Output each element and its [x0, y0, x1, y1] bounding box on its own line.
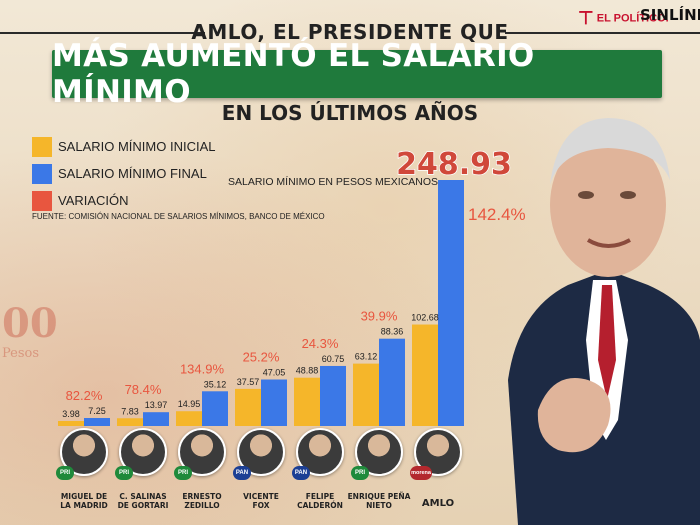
label-inicial: 7.83	[121, 406, 139, 416]
bar-final	[143, 412, 169, 426]
label-variation: 82.2%	[66, 388, 103, 403]
bar-inicial	[294, 377, 320, 426]
chart-subtitle: SALARIO MÍNIMO EN PESOS MEXICANOS	[228, 176, 439, 188]
legend-swatch	[32, 163, 52, 184]
header-rule-left	[0, 32, 205, 34]
label-variation: 78.4%	[125, 382, 162, 397]
chart-legend: SALARIO MÍNIMO INICIAL SALARIO MÍNIMO FI…	[32, 133, 215, 214]
president-name: AMLO	[406, 498, 470, 509]
legend-swatch	[32, 136, 52, 157]
president-name-line-2: NIETO	[366, 501, 392, 510]
label-final: 248.93	[396, 147, 512, 182]
label-variation: 142.4%	[468, 205, 526, 224]
title-line-3: EN LOS ÚLTIMOS AÑOS	[221, 101, 479, 125]
label-inicial: 14.95	[178, 399, 201, 409]
label-final: 88.36	[381, 327, 404, 337]
bar-inicial	[176, 411, 202, 426]
label-final: 7.25	[88, 406, 106, 416]
bar-inicial	[412, 324, 438, 426]
president-name: MIGUEL DE LA MADRID	[52, 492, 116, 510]
label-variation: 25.2%	[243, 350, 280, 365]
label-final: 60.75	[322, 354, 345, 364]
label-inicial: 63.12	[355, 352, 378, 362]
header-rule-right	[505, 32, 700, 34]
elpolitico-mark-icon: ⊤	[578, 8, 594, 28]
legend-item-inicial: SALARIO MÍNIMO INICIAL	[32, 133, 215, 160]
president-name-line-1: MIGUEL DE	[60, 492, 108, 501]
legend-label: VARIACIÓN	[58, 193, 129, 208]
title-line-1: AMLO, EL PRESIDENTE QUE	[191, 20, 509, 44]
bar-inicial	[235, 388, 261, 426]
label-variation: 134.9%	[180, 361, 225, 376]
bar-final	[379, 338, 405, 426]
legend-item-final: SALARIO MÍNIMO FINAL	[32, 160, 215, 187]
president-name: C. SALINAS DE GORTARI	[111, 492, 175, 510]
background-bill-unit: Pesos	[2, 346, 40, 361]
legend-swatch	[32, 190, 52, 211]
president-name-line-2: FOX	[252, 501, 270, 510]
legend-label: SALARIO MÍNIMO INICIAL	[58, 139, 216, 154]
president-name-line-1: C. SALINAS	[119, 492, 167, 501]
label-final: 35.12	[204, 379, 227, 389]
president-name-line-1: ENRIQUE PEÑA	[347, 492, 411, 501]
bar-final	[320, 365, 346, 426]
party-badge: PRI	[174, 466, 192, 480]
label-inicial: 37.57	[237, 377, 260, 387]
bar-final	[438, 180, 464, 426]
legend-label: SALARIO MÍNIMO FINAL	[58, 166, 207, 181]
president-name-line-2: CALDERÓN	[297, 501, 343, 510]
label-variation: 39.9%	[361, 309, 398, 324]
label-final: 13.97	[145, 400, 168, 410]
president-name-line-1: FELIPE	[305, 492, 335, 501]
bar-inicial	[117, 418, 143, 426]
president-name-line-1: ERNESTO	[182, 492, 222, 501]
president-photo	[508, 118, 700, 525]
president-name-line-2: LA MADRID	[60, 501, 108, 510]
bar-final	[84, 418, 110, 426]
bar-inicial	[58, 421, 84, 426]
president-name: VICENTE FOX	[229, 492, 293, 510]
president-name: FELIPE CALDERÓN	[288, 492, 352, 510]
party-badge: PAN	[233, 466, 251, 480]
label-inicial: 102.68	[411, 313, 439, 323]
party-badge: PRI	[351, 466, 369, 480]
president-name-line-2: DE GORTARI	[117, 501, 169, 510]
elpolitico-logo: ⊤ EL POLÍTICO.	[578, 8, 669, 28]
label-inicial: 48.88	[296, 366, 319, 376]
president-name-line-1: AMLO	[421, 498, 455, 509]
bar-final	[261, 379, 287, 426]
source-note: FUENTE: COMISIÓN NACIONAL DE SALARIOS MÍ…	[32, 212, 325, 221]
label-final: 47.05	[263, 368, 286, 378]
bar-final	[202, 391, 228, 426]
sinlinea-logo: SINLÍNEA	[640, 6, 700, 24]
party-badge: morena	[410, 466, 432, 480]
legend-item-variacion: VARIACIÓN	[32, 187, 215, 214]
president-portrait	[237, 428, 285, 476]
label-variation: 24.3%	[302, 336, 339, 351]
background-bill-amount: 00	[2, 300, 58, 347]
party-badge: PRI	[115, 466, 133, 480]
party-badge: PAN	[292, 466, 310, 480]
bar-inicial	[353, 363, 379, 426]
president-name-line-2: ZEDILLO	[184, 501, 220, 510]
party-badge: PRI	[56, 466, 74, 480]
president-name-line-1: VICENTE	[243, 492, 279, 501]
president-name: ENRIQUE PEÑA NIETO	[347, 492, 411, 510]
label-inicial: 3.98	[62, 409, 80, 419]
president-name: ERNESTO ZEDILLO	[170, 492, 234, 510]
